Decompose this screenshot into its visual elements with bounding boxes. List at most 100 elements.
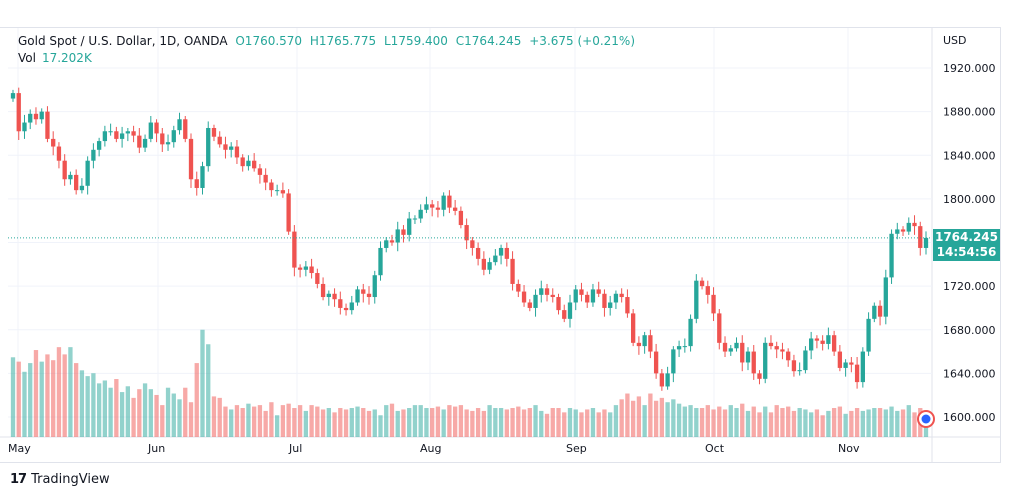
y-tick-label: 1920.000 xyxy=(943,62,996,75)
candle-body xyxy=(562,310,567,319)
candle-body xyxy=(384,240,389,248)
volume-bar xyxy=(464,409,469,437)
volume-bar xyxy=(556,408,561,437)
volume-bar xyxy=(177,399,182,437)
candle-body xyxy=(912,222,917,227)
candle-body xyxy=(763,342,768,379)
candlestick-chart[interactable]: 1600.000 1640.000 1680.000 1720.000 1800.000… xyxy=(0,0,1012,470)
volume-bar xyxy=(740,403,745,437)
candle-body xyxy=(918,226,923,248)
volume-bar xyxy=(659,397,665,437)
candle-body xyxy=(504,247,509,259)
volume-bar xyxy=(188,402,194,437)
candle-body xyxy=(297,267,303,270)
currency-label[interactable]: USD xyxy=(943,34,967,47)
volume-bar xyxy=(361,408,366,437)
volume-bar xyxy=(498,408,504,437)
volume-bar xyxy=(447,405,452,437)
candle-body xyxy=(39,111,44,120)
candle-body xyxy=(361,289,366,294)
volume-bar xyxy=(74,363,79,437)
volume-bar xyxy=(630,400,636,437)
volume-bar xyxy=(527,408,532,437)
candle-body xyxy=(125,131,130,134)
open-value: O1760.570 xyxy=(235,34,303,48)
volume-bar xyxy=(148,389,153,437)
candle-body xyxy=(355,289,360,303)
month-label: Jul xyxy=(289,442,303,455)
candle-body xyxy=(154,122,159,134)
candle-body xyxy=(292,231,297,268)
candle-body xyxy=(653,351,659,374)
volume-bar xyxy=(171,393,176,437)
volume-bar xyxy=(229,409,234,437)
candle-body xyxy=(751,351,756,374)
volume-bar xyxy=(803,409,808,437)
candle-body xyxy=(200,166,205,188)
y-tick-label: 1720.000 xyxy=(943,280,996,293)
candle-body xyxy=(636,342,642,347)
volume-bar xyxy=(326,408,331,437)
candle-body xyxy=(79,185,85,191)
volume-bar xyxy=(768,412,774,437)
volume-bar xyxy=(682,406,687,437)
volume-bar xyxy=(194,363,199,437)
volume-bar xyxy=(401,409,406,437)
volume-bar xyxy=(889,406,894,437)
candle-body xyxy=(786,351,791,361)
volume-bar xyxy=(487,405,492,437)
candle-body xyxy=(96,141,102,150)
candle-body xyxy=(45,111,50,139)
volume-bar xyxy=(590,408,596,437)
volume-bar xyxy=(521,409,527,437)
volume-bar xyxy=(51,360,56,437)
volume-bar xyxy=(183,387,188,437)
volume-bar xyxy=(85,376,90,437)
y-tick-label: 1880.000 xyxy=(943,106,996,119)
volume-bar xyxy=(642,405,647,437)
candle-body xyxy=(579,289,584,295)
volume-value: 17.202K xyxy=(41,51,92,65)
volume-bar xyxy=(831,408,837,437)
volume-bar xyxy=(343,409,349,437)
volume-bar xyxy=(562,412,567,437)
candle-body xyxy=(820,340,825,344)
candle-body xyxy=(550,294,555,298)
volume-bar xyxy=(125,386,130,437)
high-value: H1765.775 xyxy=(309,34,377,48)
volume-bar xyxy=(33,350,39,437)
candle-body xyxy=(315,273,320,284)
volume-bar xyxy=(435,406,441,437)
chart-frame xyxy=(0,27,1001,463)
candle-body xyxy=(177,119,182,131)
candle-body xyxy=(424,204,429,210)
volume-bar xyxy=(912,412,917,437)
candle-body xyxy=(498,247,504,256)
volume-bar xyxy=(332,412,337,437)
volume-bar xyxy=(854,408,860,437)
volume-bar xyxy=(608,412,613,437)
candle-body xyxy=(630,313,636,343)
footer: 17 TradingView xyxy=(10,472,110,487)
volume-bar xyxy=(883,409,888,437)
candle-body xyxy=(22,122,27,132)
volume-bar xyxy=(320,409,326,437)
candle-body xyxy=(872,305,877,319)
candle-body xyxy=(395,229,400,243)
candle-body xyxy=(556,297,561,311)
volume-bar xyxy=(223,406,228,437)
volume-bar xyxy=(493,408,498,437)
candle-body xyxy=(257,168,263,175)
volume-bar xyxy=(217,397,222,437)
volume-bar xyxy=(349,408,354,437)
candle-body xyxy=(705,286,710,295)
volume-bar xyxy=(625,393,630,437)
candle-body xyxy=(516,283,521,292)
volume-bar xyxy=(366,410,372,437)
candle-body xyxy=(619,293,624,298)
volume-bar xyxy=(613,405,619,437)
volume-bar xyxy=(22,371,27,437)
volume-bar xyxy=(510,408,515,437)
symbol-label[interactable]: Gold Spot / U.S. Dollar, 1D, OANDA xyxy=(18,34,228,48)
brand-name[interactable]: TradingView xyxy=(31,472,110,487)
